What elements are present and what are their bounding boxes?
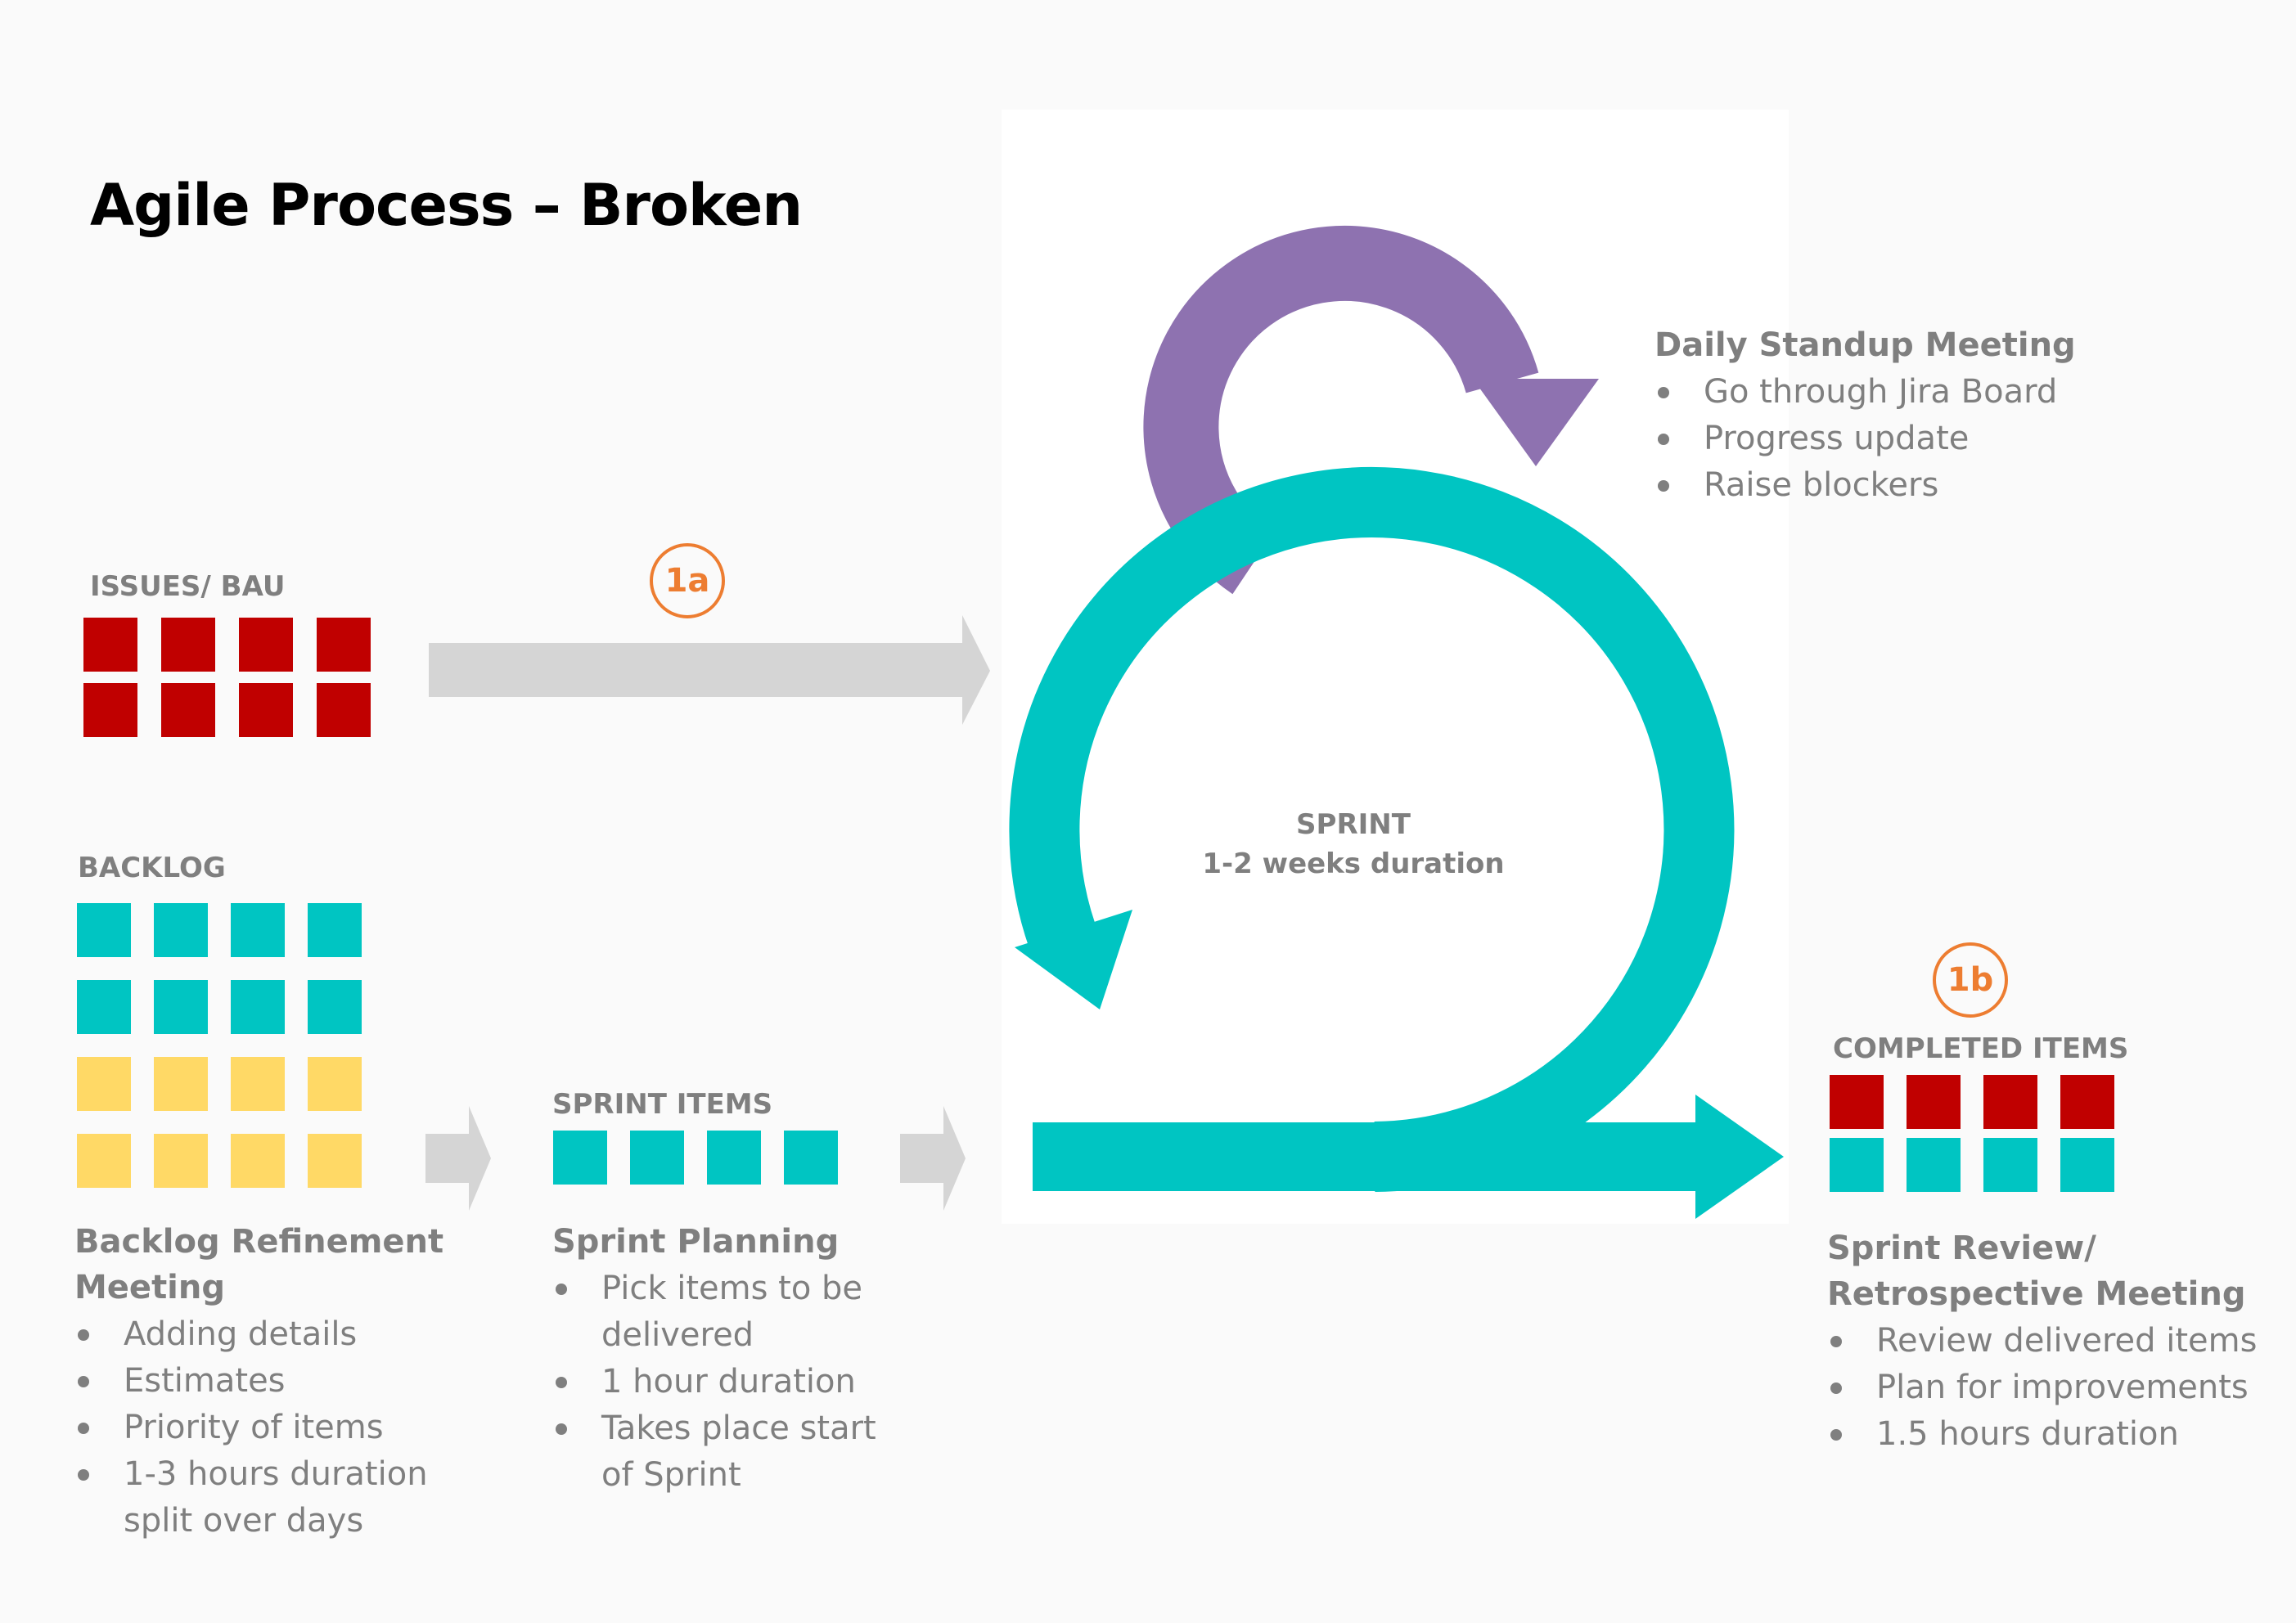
work-item-square	[1830, 1075, 1884, 1129]
bullet-item: Go through Jira Board	[1654, 369, 2162, 416]
planning-to-sprint-arrow	[900, 1106, 966, 1211]
work-item-square	[707, 1131, 761, 1185]
work-item-square	[154, 903, 208, 957]
work-item-square	[231, 1134, 285, 1188]
bullet-item: Adding details	[74, 1311, 459, 1358]
daily-standup-heading: Daily Standup Meeting	[1654, 326, 2076, 364]
backlog-label: BACKLOG	[78, 852, 226, 884]
work-item-square	[77, 980, 131, 1034]
work-item-square	[308, 980, 362, 1034]
work-item-square	[231, 1057, 285, 1111]
work-item-square	[1983, 1075, 2037, 1129]
work-item-square	[308, 1134, 362, 1188]
sprint-loop-arrow	[1009, 467, 1735, 1192]
bullet-item: Plan for improvements	[1827, 1364, 2285, 1411]
bullet-item: Estimates	[74, 1358, 459, 1405]
work-item-square	[77, 1134, 131, 1188]
bullet-item: Review delivered items	[1827, 1318, 2285, 1364]
work-item-square	[308, 903, 362, 957]
sprint-loop-arrowhead	[1015, 910, 1132, 1009]
sprint-planning-heading: Sprint Planning	[552, 1223, 840, 1261]
page-title: Agile Process – Broken	[90, 172, 803, 239]
work-item-square	[77, 1057, 131, 1111]
work-item-square	[161, 618, 215, 672]
daily-loop-arrow	[1143, 225, 1539, 595]
bullet-item: 1 hour duration	[552, 1359, 912, 1405]
work-item-square	[2060, 1138, 2114, 1192]
work-item-square	[239, 683, 293, 737]
work-item-square	[239, 618, 293, 672]
sprint-items-label: SPRINT ITEMS	[552, 1088, 773, 1121]
work-item-square	[317, 618, 371, 672]
sprint-center-label: SPRINT 1-2 weeks duration	[1202, 808, 1505, 880]
work-item-square	[77, 903, 131, 957]
backlog-refinement-bullets: Adding details Estimates Priority of ite…	[74, 1311, 459, 1544]
work-item-square	[161, 683, 215, 737]
work-item-square	[308, 1057, 362, 1111]
bullet-item: 1-3 hours duration split over days	[74, 1451, 459, 1544]
work-item-square	[154, 980, 208, 1034]
bullet-item: Raise blockers	[1654, 462, 2162, 509]
work-item-square	[231, 903, 285, 957]
work-item-square	[1983, 1138, 2037, 1192]
work-item-square	[317, 683, 371, 737]
completed-items-label: COMPLETED ITEMS	[1833, 1032, 2129, 1065]
backlog-refinement-heading: Backlog Refinement Meeting	[74, 1223, 444, 1306]
work-item-square	[553, 1131, 607, 1185]
issues-to-sprint-arrow	[429, 615, 990, 725]
work-item-square	[1907, 1138, 1961, 1192]
bullet-item: Progress update	[1654, 416, 2162, 462]
sprint-review-bullets: Review delivered items Plan for improvem…	[1827, 1318, 2285, 1458]
work-item-square	[1830, 1138, 1884, 1192]
sprint-planning-bullets: Pick items to be delivered 1 hour durati…	[552, 1266, 912, 1499]
bullet-item: 1.5 hours duration	[1827, 1411, 2285, 1458]
work-item-square	[1907, 1075, 1961, 1129]
daily-loop-arrowhead	[1473, 379, 1599, 466]
work-item-square	[231, 980, 285, 1034]
backlog-to-planning-arrow	[425, 1106, 491, 1211]
work-item-square	[784, 1131, 838, 1185]
daily-standup-bullets: Go through Jira Board Progress update Ra…	[1654, 369, 2162, 509]
work-item-square	[2060, 1075, 2114, 1129]
work-item-square	[154, 1134, 208, 1188]
work-item-square	[83, 618, 137, 672]
issues-label: ISSUES/ BAU	[90, 570, 286, 603]
work-item-square	[154, 1057, 208, 1111]
sprint-output-arrow	[1033, 1095, 1784, 1219]
badge-1b: 1b	[1933, 942, 2008, 1018]
work-item-square	[83, 683, 137, 737]
sprint-review-heading: Sprint Review/ Retrospective Meeting	[1827, 1230, 2246, 1313]
bullet-item: Pick items to be delivered	[552, 1266, 912, 1359]
bullet-item: Priority of items	[74, 1405, 459, 1451]
badge-1a: 1a	[650, 543, 725, 618]
bullet-item: Takes place start of Sprint	[552, 1405, 912, 1499]
work-item-square	[630, 1131, 684, 1185]
